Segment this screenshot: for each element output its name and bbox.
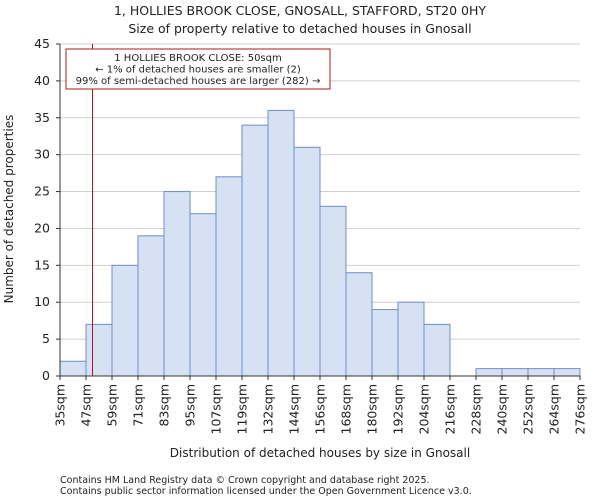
- bar-144sqm: [293, 146, 321, 377]
- bar-228sqm: [475, 368, 503, 377]
- y-tick-label: 25: [34, 184, 50, 199]
- x-tick-label: 180sqm: [365, 384, 380, 434]
- bar-59sqm: [111, 264, 139, 377]
- y-tick-label: 30: [34, 147, 50, 162]
- annotation-line-1: 1 HOLLIES BROOK CLOSE: 50sqm: [114, 53, 281, 64]
- y-tick-label: 10: [34, 294, 50, 309]
- x-tick-label: 83sqm: [157, 384, 172, 427]
- bar-71sqm: [137, 235, 165, 377]
- footer-line-1: Contains HM Land Registry data © Crown c…: [60, 475, 430, 486]
- bar-240sqm: [501, 368, 529, 377]
- bar-119sqm: [241, 124, 269, 377]
- bar-204sqm: [423, 323, 451, 377]
- x-tick-label: 71sqm: [131, 384, 146, 427]
- bar-264sqm: [553, 368, 581, 377]
- x-tick-label: 252sqm: [521, 384, 536, 434]
- x-tick-label: 144sqm: [287, 384, 302, 434]
- x-tick-label: 107sqm: [209, 384, 224, 434]
- plot-area: 0 5 10 15 20 25 30 35 40 45 35sqm 47sqm 59sqm 71sqm 83…: [34, 36, 587, 434]
- bar-83sqm: [163, 191, 191, 377]
- x-tick-label: 95sqm: [183, 384, 198, 427]
- footer-line-2: Contains public sector information licen…: [60, 486, 472, 497]
- bar-252sqm: [527, 368, 555, 377]
- x-tick-label: 216sqm: [443, 384, 458, 434]
- x-tick-label: 204sqm: [417, 384, 432, 434]
- x-tick-label: 192sqm: [391, 384, 406, 434]
- bar-95sqm: [189, 213, 217, 377]
- y-tick-label: 15: [34, 257, 50, 272]
- y-tick-label: 40: [34, 73, 50, 88]
- x-tick-label: 228sqm: [469, 384, 484, 434]
- x-tick-label: 264sqm: [547, 384, 562, 434]
- x-tick-label: 47sqm: [79, 384, 94, 427]
- y-tick-label: 20: [34, 220, 50, 235]
- y-tick-label: 45: [34, 36, 50, 51]
- annotation-box: [65, 48, 331, 90]
- bar-132sqm: [267, 109, 295, 377]
- bar-168sqm: [345, 272, 373, 377]
- y-tick-label: 35: [34, 110, 50, 125]
- chart-title: 1, HOLLIES BROOK CLOSE, GNOSALL, STAFFOR…: [114, 3, 486, 18]
- y-tick-label: 0: [42, 368, 50, 383]
- bar-47sqm: [85, 323, 113, 377]
- bar-180sqm: [371, 309, 399, 377]
- bar-192sqm: [397, 301, 425, 377]
- x-tick-label: 59sqm: [105, 384, 120, 427]
- x-axis-label: Distribution of detached houses by size …: [170, 446, 470, 460]
- x-tick-label: 156sqm: [313, 384, 328, 434]
- annotation-line-2: ← 1% of detached houses are smaller (2): [95, 65, 301, 76]
- bar-107sqm: [215, 176, 243, 377]
- bar-35sqm: [59, 360, 87, 377]
- y-axis-label: Number of detached properties: [2, 115, 16, 304]
- annotation-line-3: 99% of semi-detached houses are larger (…: [76, 76, 321, 87]
- y-tick-label: 5: [42, 331, 50, 346]
- x-tick-label: 35sqm: [53, 384, 68, 427]
- x-tick-label: 132sqm: [261, 384, 276, 434]
- chart-subtitle: Size of property relative to detached ho…: [128, 21, 471, 36]
- x-tick-label: 119sqm: [235, 384, 250, 434]
- x-tick-label: 276sqm: [573, 384, 588, 434]
- x-tick-label: 240sqm: [495, 384, 510, 434]
- bar-156sqm: [319, 205, 347, 377]
- x-tick-label: 168sqm: [339, 384, 354, 434]
